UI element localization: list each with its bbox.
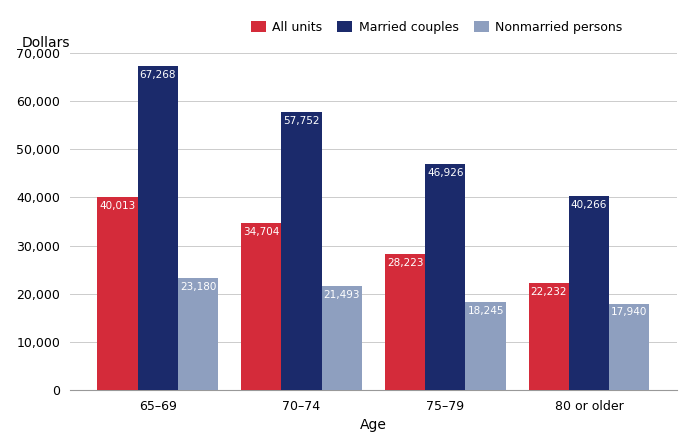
Bar [385,254,425,390]
Bar [138,66,178,390]
Legend: All units, Married couples, Nonmarried persons: All units, Married couples, Nonmarried p… [246,16,627,39]
Bar [281,112,322,390]
Text: 23,180: 23,180 [180,282,216,292]
Text: 40,013: 40,013 [99,201,135,211]
Bar [98,198,138,390]
Bar [425,164,466,390]
Bar [242,223,281,390]
Bar [569,196,609,390]
Text: 34,704: 34,704 [243,227,279,237]
Text: 22,232: 22,232 [530,287,567,297]
Bar [609,303,649,390]
Text: 28,223: 28,223 [387,258,423,268]
Text: 21,493: 21,493 [324,290,360,300]
Text: 46,926: 46,926 [427,168,463,178]
Text: 40,266: 40,266 [571,200,607,210]
Text: 67,268: 67,268 [140,70,176,80]
Text: 18,245: 18,245 [468,306,504,316]
Bar [466,302,505,390]
Text: 57,752: 57,752 [283,116,320,126]
Bar [528,283,569,390]
Bar [178,278,218,390]
Text: Dollars: Dollars [21,36,70,50]
Text: 17,940: 17,940 [611,307,648,317]
Bar [322,287,362,390]
X-axis label: Age: Age [360,418,387,432]
